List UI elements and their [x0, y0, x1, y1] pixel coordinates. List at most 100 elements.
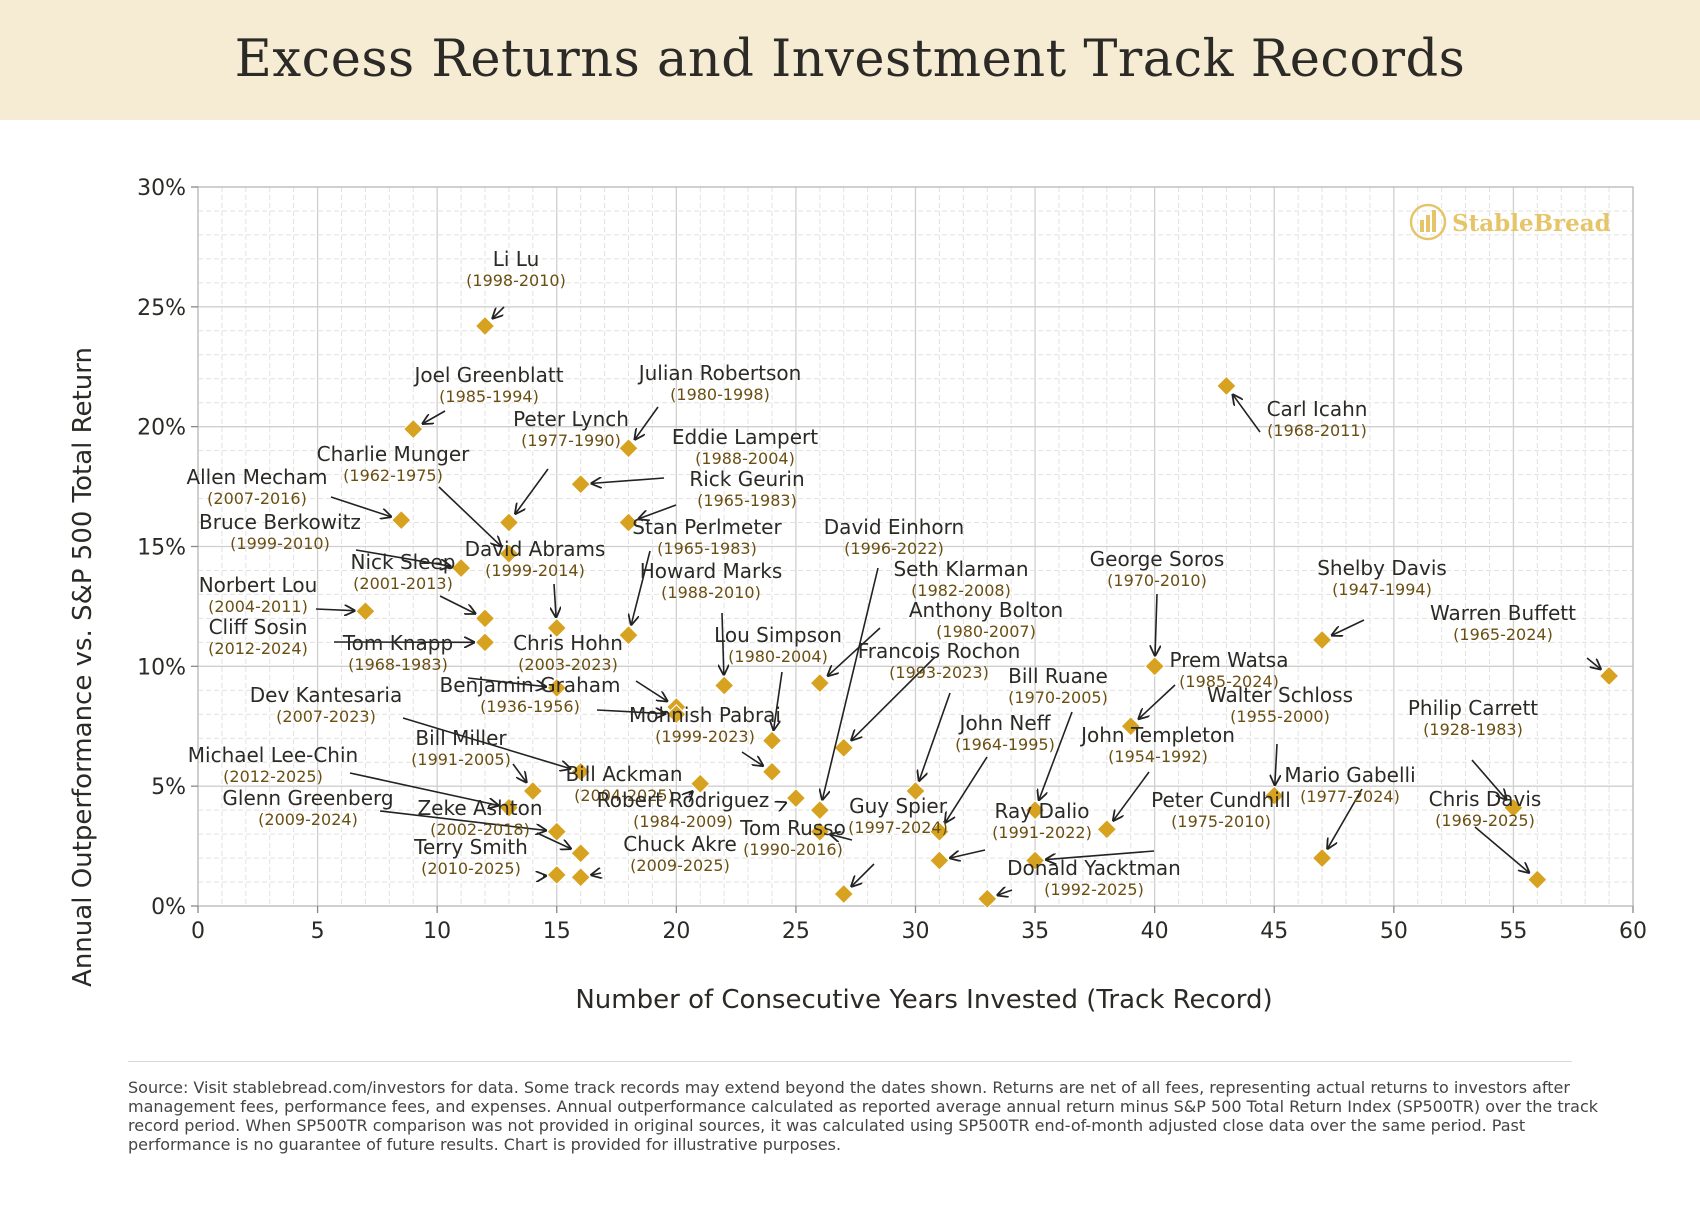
label-years-george-soros: (1970-2010) [1107, 571, 1207, 590]
label-name-ray-dalio: Ray Dalio [995, 799, 1090, 823]
label-years-stan-perlmeter: (1965-1983) [657, 539, 757, 558]
x-tick-label: 45 [1260, 919, 1288, 944]
x-tick-label: 35 [1021, 919, 1049, 944]
point-philip-carrett [1503, 797, 1524, 818]
arrow-zeke-ashton [536, 832, 571, 849]
point-cliff-sosin [474, 632, 496, 653]
point-glenn-greenberg [546, 821, 567, 842]
point-shelby-davis [1311, 629, 1333, 651]
arrow-guy-spier [830, 834, 853, 840]
label-years-prem-watsa: (1985-2024) [1179, 672, 1279, 691]
arrow-peter-cundhill [1046, 850, 1155, 860]
point-david-einhorn [809, 799, 831, 821]
label-years-john-templeton: (1954-1992) [1108, 747, 1208, 766]
label-name-michael-lee-chin: Michael Lee-Chin [188, 743, 358, 767]
label-name-bill-ackman: Bill Ackman [565, 762, 682, 786]
scatter-chart: StableBread 0 5 10 15 20 25 30 35 40 45 50 55 60 0% 5%… [68, 176, 1647, 1015]
label-years-peter-cundhill: (1975-2010) [1171, 812, 1271, 831]
label-years-allen-mecham: (2007-2016) [207, 489, 307, 508]
label-name-tom-knapp: Tom Knapp [342, 631, 453, 655]
label-years-bruce-berkowitz: (1999-2010) [230, 534, 330, 553]
label-years-mohnish-pabrai: (1999-2023) [655, 727, 755, 746]
y-tick-label: 20% [137, 416, 186, 441]
arrow-nick-sleep [439, 595, 475, 613]
y-tick-label: 0% [151, 895, 186, 920]
source-text: Visit stablebread.com/investors for data… [128, 1078, 1599, 1154]
stablebread-watermark: StableBread [1409, 203, 1611, 241]
y-tick-label: 5% [151, 775, 186, 800]
arrow-bill-ackman [689, 792, 692, 795]
point-terry-smith [546, 864, 567, 886]
label-name-bill-ruane: Bill Ruane [1008, 664, 1108, 688]
arrow-howard-marks [722, 612, 724, 675]
label-years-robert-rodriguez: (1984-2009) [633, 812, 733, 831]
x-tick-label: 30 [902, 919, 930, 944]
x-tick-label: 55 [1499, 919, 1527, 944]
page-title: Excess Returns and Investment Track Reco… [234, 30, 1466, 89]
point-carl-icahn [1216, 375, 1237, 397]
arrow-tom-knapp [467, 677, 546, 687]
label-years-tom-russo: (1990-2016) [743, 840, 843, 859]
arrow-charlie-munger [438, 486, 501, 546]
label-name-john-templeton: John Templeton [1079, 723, 1235, 747]
point-eddie-lampert [570, 473, 591, 495]
label-name-peter-lynch: Peter Lynch [513, 407, 629, 431]
arrow-glenn-greenberg [379, 810, 546, 830]
point-donald-yacktman [977, 888, 998, 910]
point-li-lu [474, 315, 496, 337]
label-years-chris-hohn: (2003-2023) [518, 655, 618, 674]
label-name-dev-kantesaria: Dev Kantesaria [250, 683, 402, 707]
label-years-charlie-munger: (1962-1975) [343, 466, 443, 485]
label-name-philip-carrett: Philip Carrett [1408, 696, 1538, 720]
point-guy-spier [809, 821, 831, 842]
point-john-templeton [1096, 819, 1118, 840]
label-name-mohnish-pabrai: Mohnish Pabrai [629, 703, 781, 727]
point-warren-buffett [1598, 665, 1620, 687]
arrow-shelby-davis [1332, 619, 1365, 635]
arrow-chris-hohn [635, 680, 667, 701]
label-name-warren-buffett: Warren Buffett [1430, 601, 1576, 625]
point-john-neff [929, 821, 950, 842]
label-name-prem-watsa: Prem Watsa [1170, 648, 1289, 672]
x-tick-label: 40 [1141, 919, 1169, 944]
arrow-julian-robertson [635, 406, 659, 439]
point-charlie-munger [498, 543, 520, 564]
label-name-allen-mecham: Allen Mecham [186, 465, 327, 489]
point-chris-davis [1527, 869, 1548, 890]
point-francois-rochon [905, 780, 926, 802]
arrow-david-einhorn [822, 567, 879, 799]
point-chuck-akre [570, 867, 591, 888]
label-name-walter-schloss: Walter Schloss [1207, 683, 1353, 707]
label-name-bruce-berkowitz: Bruce Berkowitz [199, 510, 361, 534]
label-years-joel-greenblatt: (1985-1994) [439, 387, 539, 406]
label-years-lou-simpson: (1980-2004) [728, 647, 828, 666]
label-years-anthony-bolton: (1980-2007) [936, 622, 1036, 641]
y-axis-title: Annual Outperformance vs. S&P 500 Total … [68, 347, 98, 987]
label-name-mario-gabelli: Mario Gabelli [1284, 763, 1415, 787]
label-years-tom-knapp: (1968-1983) [348, 655, 448, 674]
arrow-carl-icahn [1233, 395, 1261, 433]
label-name-li-lu: Li Lu [493, 247, 540, 271]
watermark-text: StableBread [1452, 210, 1611, 237]
label-name-zeke-ashton: Zeke Ashton [417, 796, 542, 820]
point-seth-klarman [809, 672, 831, 694]
source-note: Source: Visit stablebread.com/investors … [128, 1078, 1628, 1154]
data-points [355, 315, 1620, 910]
label-name-chris-davis: Chris Davis [1429, 787, 1542, 811]
arrow-tom-russo [852, 863, 875, 886]
arrow-philip-carrett [1471, 759, 1506, 799]
label-name-howard-marks: Howard Marks [640, 559, 783, 583]
point-dev-kantesaria [570, 761, 591, 782]
point-peter-cundhill [1024, 850, 1046, 871]
label-years-cliff-sosin: (2012-2024) [208, 639, 308, 658]
arrow-walter-schloss [1275, 743, 1277, 785]
label-name-julian-robertson: Julian Robertson [637, 361, 802, 385]
point-bill-ruane [1024, 799, 1046, 821]
label-name-terry-smith: Terry Smith [413, 835, 528, 859]
label-name-carl-icahn: Carl Icahn [1267, 397, 1368, 421]
label-years-bill-ackman: (2004-2025) [574, 786, 674, 805]
label-years-nick-sleep: (2001-2013) [353, 574, 453, 593]
point-tom-knapp [546, 677, 567, 699]
point-robert-rodriguez [785, 787, 807, 809]
arrow-ray-dalio [950, 849, 986, 858]
